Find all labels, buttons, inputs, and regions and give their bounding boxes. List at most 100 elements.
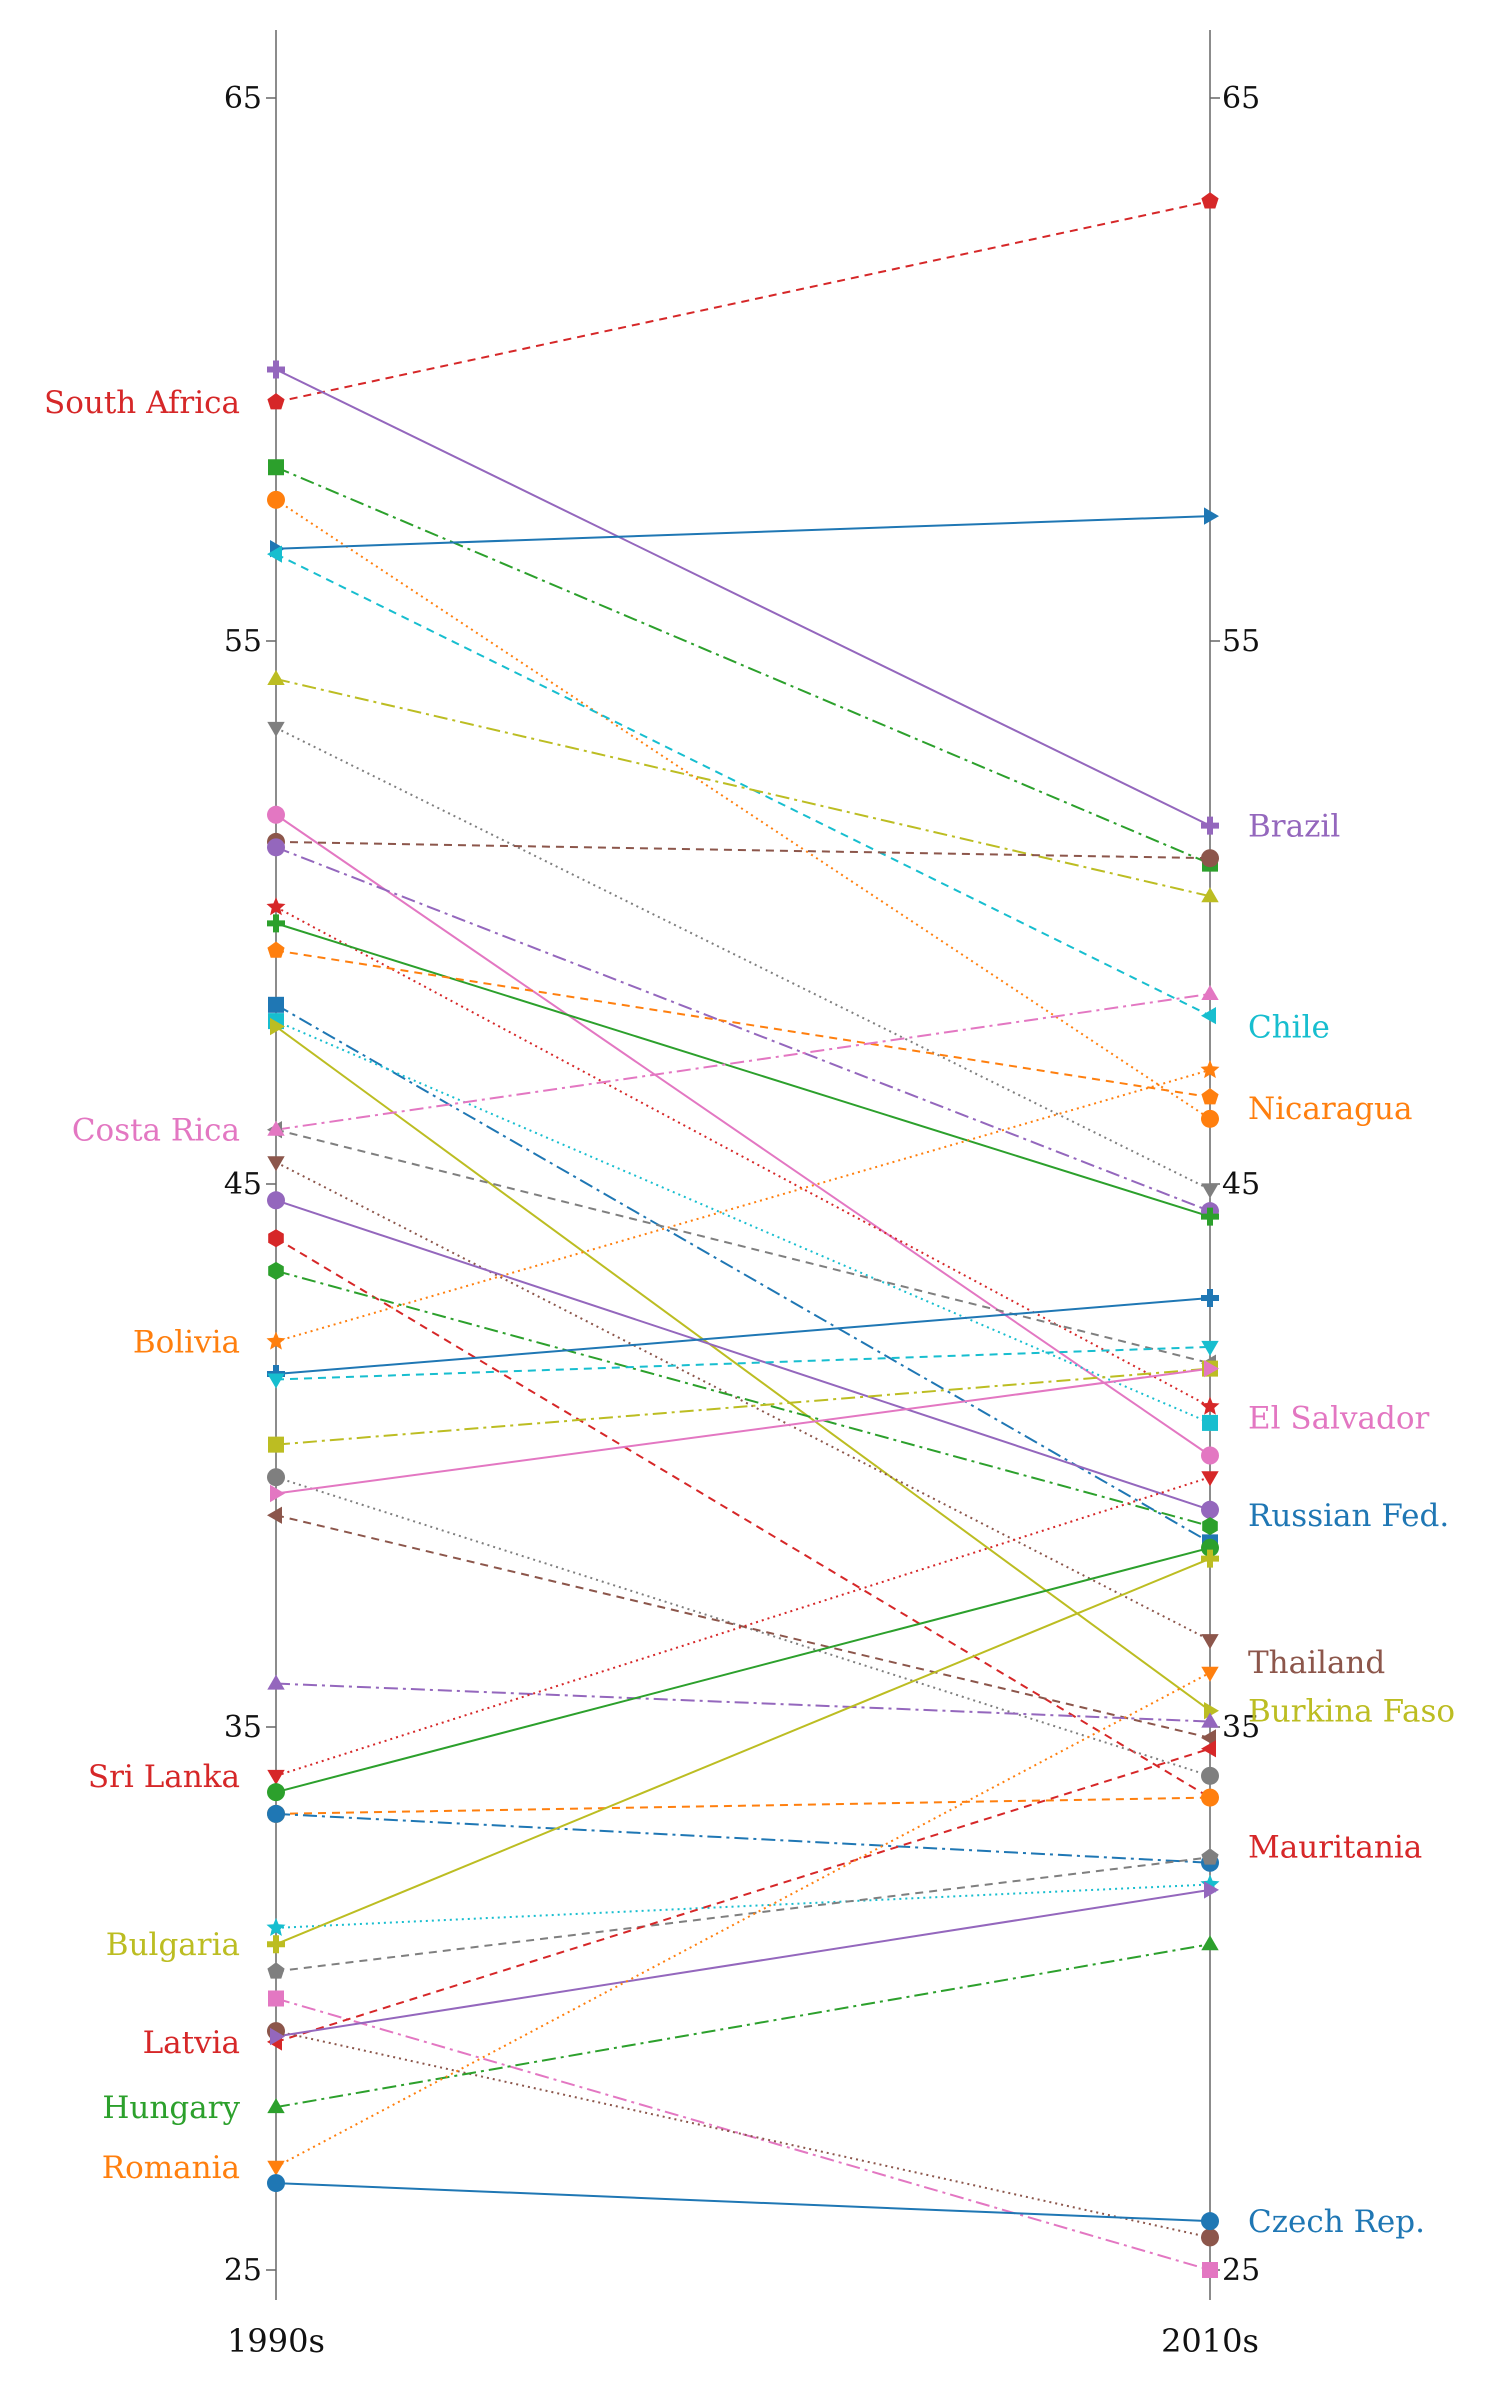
series-line xyxy=(275,726,1211,1191)
marker-2010s xyxy=(1201,1109,1219,1128)
series-line xyxy=(275,1514,1211,1739)
series-line xyxy=(275,846,1211,1213)
country-label: Bulgaria xyxy=(106,1927,240,1963)
left-tick-label: 45 xyxy=(224,1167,262,1202)
axes: 25 35 45 55 65 25 35 45 55 65 1990s 2010s xyxy=(224,30,1260,2360)
marker-1990s xyxy=(268,1261,284,1280)
series-line xyxy=(275,906,1211,1408)
marker-2010s xyxy=(1200,1396,1220,1415)
marker-1990s xyxy=(267,941,285,958)
marker-1990s xyxy=(268,1436,284,1453)
series-line xyxy=(275,1367,1211,1446)
marker-2010s xyxy=(1201,1666,1219,1682)
left-tick-label: 55 xyxy=(224,624,262,659)
country-label: Romania xyxy=(102,2150,240,2186)
marker-2010s xyxy=(1204,1702,1219,1720)
series-line xyxy=(275,1856,1211,1973)
series-line xyxy=(275,992,1211,1131)
marker-1990s xyxy=(270,1484,285,1503)
marker-2010s xyxy=(1201,1740,1216,1758)
series-line xyxy=(275,949,1211,1099)
marker-1990s xyxy=(270,1017,285,1036)
marker-2010s xyxy=(1201,1207,1219,1226)
series-line xyxy=(275,1812,1211,1864)
series-line xyxy=(275,1025,1211,1712)
marker-2010s xyxy=(1201,1289,1219,1308)
left-tick-label: 65 xyxy=(224,81,262,116)
marker-1990s xyxy=(267,2098,285,2114)
series-line xyxy=(275,1546,1211,1794)
marker-2010s xyxy=(1202,1414,1218,1431)
marker-2010s xyxy=(1201,887,1219,903)
right-tick-label: 25 xyxy=(1222,2253,1260,2288)
left-tick-label: 35 xyxy=(224,1710,262,1745)
marker-1990s xyxy=(267,1962,285,1979)
marker-2010s xyxy=(1201,1712,1219,1728)
country-label: Chile xyxy=(1248,1010,1330,1046)
country-label: South Africa xyxy=(44,385,240,421)
series-line xyxy=(275,1199,1211,1511)
country-label: Costa Rica xyxy=(72,1113,240,1149)
country-label: Sri Lanka xyxy=(88,1759,240,1795)
series-line xyxy=(275,1476,1211,1777)
country-label: Russian Fed. xyxy=(1248,1498,1449,1534)
marker-2010s xyxy=(1201,1183,1219,1199)
marker-2010s xyxy=(1201,1088,1219,1105)
marker-2010s xyxy=(1201,985,1219,1000)
marker-1990s xyxy=(270,2027,285,2046)
country-label: Brazil xyxy=(1248,809,1340,845)
series-line xyxy=(275,2182,1211,2223)
series-line xyxy=(275,498,1211,1120)
marker-2010s xyxy=(1201,2228,1219,2247)
marker-1990s xyxy=(267,1156,285,1172)
country-label: Nicaragua xyxy=(1248,1091,1412,1127)
marker-1990s xyxy=(267,2174,285,2193)
marker-2010s xyxy=(1201,1471,1219,1487)
country-label: Mauritania xyxy=(1248,1829,1422,1865)
series-line xyxy=(275,1367,1211,1495)
marker-1990s xyxy=(267,393,285,410)
marker-2010s xyxy=(1202,2262,1218,2278)
marker-2010s xyxy=(1202,1517,1218,1536)
country-label: Latvia xyxy=(143,2025,240,2061)
marker-2010s xyxy=(1204,1881,1219,1899)
marker-1990s xyxy=(267,914,285,933)
marker-1990s xyxy=(266,897,286,916)
series-line xyxy=(275,1003,1211,1544)
country-label: Thailand xyxy=(1248,1645,1385,1681)
marker-1990s xyxy=(268,459,284,476)
marker-1990s xyxy=(267,1468,285,1487)
marker-1990s xyxy=(266,1331,286,1350)
series-line xyxy=(275,678,1211,898)
marker-1990s xyxy=(267,721,285,737)
marker-1990s xyxy=(267,1674,285,1690)
marker-1990s xyxy=(267,1506,282,1524)
series-line xyxy=(275,1069,1211,1343)
marker-2010s xyxy=(1201,1340,1219,1356)
marker-1990s xyxy=(267,1783,285,1802)
series-line xyxy=(275,1943,1211,2109)
series-line xyxy=(275,840,1211,860)
marker-1990s xyxy=(268,1990,284,2007)
series-line xyxy=(275,1020,1211,1424)
series-line xyxy=(275,922,1211,1218)
marker-1990s xyxy=(266,1917,286,1936)
left-ticks: 25 35 45 55 65 xyxy=(224,81,276,2288)
series-line xyxy=(275,1997,1211,2271)
marker-1990s xyxy=(268,996,284,1013)
series-line xyxy=(275,1161,1211,1642)
marker-1990s xyxy=(267,2160,285,2176)
marker-2010s xyxy=(1201,1634,1219,1650)
marker-1990s xyxy=(267,1804,285,1823)
marker-1990s xyxy=(267,1191,285,1210)
marker-2010s xyxy=(1201,192,1219,209)
marker-1990s xyxy=(268,1229,284,1248)
marker-1990s xyxy=(267,1769,285,1785)
series-line xyxy=(275,466,1211,865)
marker-2010s xyxy=(1201,1446,1219,1465)
country-label: Hungary xyxy=(102,2090,240,2126)
series-line xyxy=(275,1128,1211,1365)
series-line xyxy=(275,1476,1211,1777)
marker-2010s xyxy=(1201,849,1219,868)
